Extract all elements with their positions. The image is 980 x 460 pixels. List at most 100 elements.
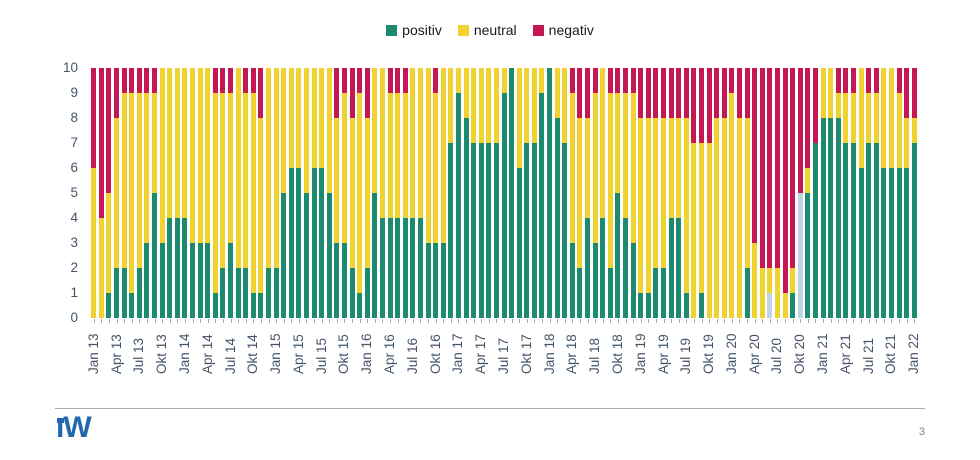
neutral-segment <box>144 93 150 243</box>
positiv-segment <box>645 293 651 318</box>
bar-month-12 <box>182 68 188 318</box>
positiv-segment <box>638 293 644 318</box>
x-tick-label-Okt-20: Okt 20 <box>792 334 808 374</box>
positiv-segment <box>888 168 894 318</box>
negativ-segment <box>873 68 879 93</box>
negativ-segment <box>683 68 689 118</box>
y-tick-label-9: 9 <box>70 85 78 100</box>
neutral-segment <box>379 68 385 218</box>
x-tick-label-Apr-18: Apr 18 <box>564 334 580 374</box>
x-axis-tick <box>215 319 217 323</box>
x-axis-tick <box>412 319 414 323</box>
neutral-segment <box>615 93 621 193</box>
x-axis-tick <box>853 319 855 323</box>
bar-month-83 <box>721 68 727 318</box>
bar-month-6 <box>136 68 142 318</box>
positiv-segment <box>288 168 294 318</box>
positiv-segment <box>228 243 234 318</box>
neutral-segment <box>281 68 287 193</box>
positiv-segment <box>319 168 325 318</box>
negativ-segment <box>638 68 644 118</box>
x-axis-tick <box>420 319 422 323</box>
neutral-segment <box>767 268 773 293</box>
y-tick-label-4: 4 <box>70 210 78 225</box>
negativ-segment <box>668 68 674 118</box>
negativ-segment <box>767 68 773 268</box>
neutral-segment <box>539 68 545 93</box>
x-axis-tick <box>534 319 536 323</box>
legend-swatch-neutral <box>457 24 469 36</box>
y-tick-label-8: 8 <box>70 110 78 125</box>
bar-month-62 <box>562 68 568 318</box>
neutral-segment <box>235 68 241 268</box>
negativ-segment <box>759 68 765 268</box>
x-axis-tick <box>648 319 650 323</box>
x-tick-label-Apr-17: Apr 17 <box>473 334 489 374</box>
positiv-segment <box>478 143 484 318</box>
iw-logo-i-bar <box>57 418 64 423</box>
bar-month-47 <box>448 68 454 318</box>
bar-month-77 <box>676 68 682 318</box>
negativ-segment <box>790 68 796 268</box>
negativ-segment <box>592 68 598 93</box>
neutral-segment <box>691 143 697 318</box>
negativ-segment <box>91 68 97 168</box>
bar-month-84 <box>729 68 735 318</box>
neutral-segment <box>843 93 849 143</box>
negativ-segment <box>904 68 910 118</box>
x-axis-tick <box>815 319 817 323</box>
neutral-segment <box>114 118 120 268</box>
bar-month-80 <box>699 68 704 318</box>
bar-month-0 <box>91 68 97 318</box>
negativ-segment <box>623 68 629 93</box>
positiv-segment <box>197 243 203 318</box>
negativ-segment <box>364 68 370 118</box>
x-axis-tick <box>792 319 794 323</box>
bar-month-100 <box>850 68 856 318</box>
x-axis-tick <box>146 319 148 323</box>
negativ-segment <box>736 68 742 118</box>
bar-month-59 <box>539 68 545 318</box>
x-axis-tick <box>640 319 642 323</box>
positiv-segment <box>873 143 879 318</box>
positiv-segment <box>858 168 864 318</box>
y-tick-label-2: 2 <box>70 260 78 275</box>
negativ-segment <box>812 68 818 143</box>
neutral-segment <box>805 168 811 193</box>
negativ-segment <box>714 68 720 118</box>
positiv-segment <box>167 218 173 318</box>
negativ-segment <box>98 68 104 218</box>
x-tick-label-Apr-21: Apr 21 <box>837 334 853 374</box>
bar-month-58 <box>531 68 537 318</box>
positiv-segment <box>630 243 636 318</box>
positiv-segment <box>486 143 492 318</box>
positiv-segment <box>547 68 553 318</box>
x-axis-tick <box>762 319 764 323</box>
positiv-segment <box>433 243 439 318</box>
x-axis-tick <box>891 319 893 323</box>
neutral-segment <box>562 68 568 143</box>
x-tick-label-Jul-16: Jul 16 <box>404 337 420 374</box>
x-axis-tick <box>344 319 346 323</box>
negativ-segment <box>152 68 158 93</box>
x-axis-tick <box>671 319 673 323</box>
bar-month-69 <box>615 68 621 318</box>
x-axis-tick <box>633 319 635 323</box>
x-axis-tick <box>678 319 680 323</box>
bar-month-87 <box>752 68 758 318</box>
neutral-segment <box>311 68 317 168</box>
neutral-segment <box>167 68 173 218</box>
x-axis-tick <box>397 319 399 323</box>
positiv-segment <box>828 118 834 318</box>
negativ-segment <box>774 68 780 268</box>
x-axis-tick <box>830 319 832 323</box>
neutral-segment <box>303 68 309 193</box>
negativ-segment <box>843 68 849 93</box>
positiv-segment <box>661 268 667 318</box>
positiv-segment <box>190 243 196 318</box>
bar-month-3 <box>114 68 120 318</box>
negativ-segment <box>144 68 150 93</box>
positiv-segment <box>372 193 378 318</box>
bar-month-53 <box>493 68 499 318</box>
positiv-segment <box>440 243 446 318</box>
